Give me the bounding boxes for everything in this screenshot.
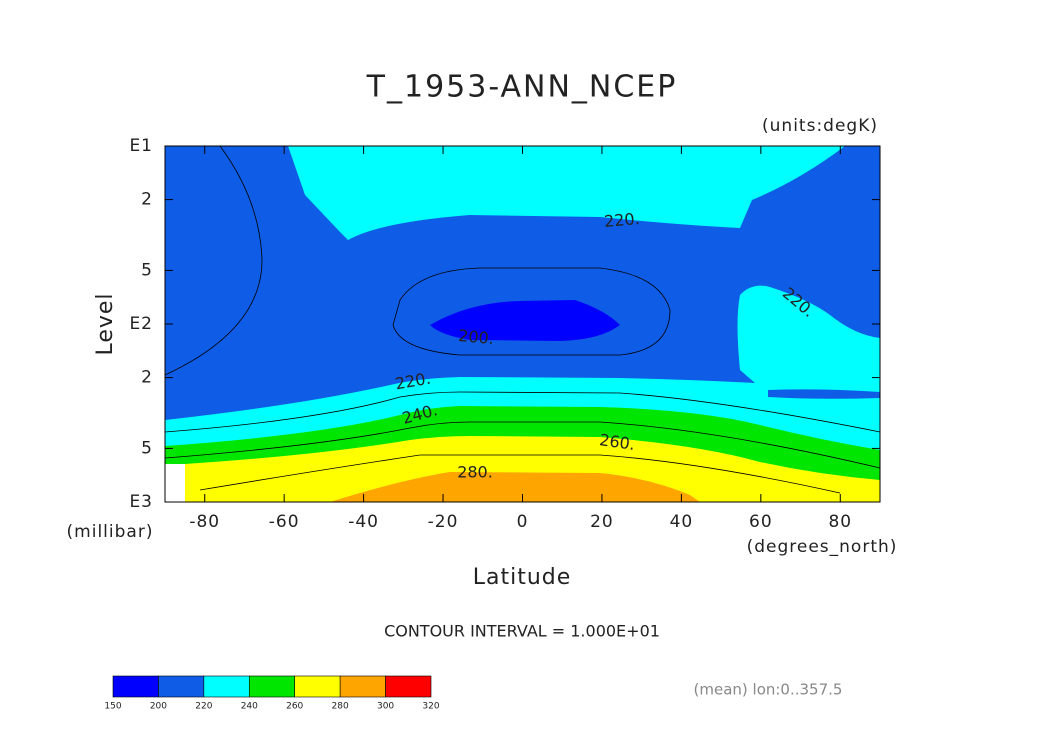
x-tick-label: -40 (348, 512, 379, 532)
y-tick-label: 5 (141, 438, 153, 458)
x-tick-label: -80 (189, 512, 220, 532)
footer-note: (mean) lon:0..357.5 (694, 681, 843, 699)
colorbar-box (158, 675, 205, 698)
y-tick-label: E1 (129, 136, 153, 156)
colorbar-box (385, 675, 432, 698)
colorbar-label: 240 (241, 702, 258, 712)
colorbar-label: 320 (422, 702, 439, 712)
y-tick-label: 2 (141, 190, 153, 210)
contour-label: 200. (458, 326, 495, 348)
region (288, 146, 845, 240)
x-axis-title: Latitude (473, 565, 572, 590)
x-tick-label: 0 (517, 512, 529, 532)
y-axis-title: Level (93, 292, 118, 355)
colorbar-label: 200 (150, 702, 167, 712)
y-tick-label: 5 (141, 260, 153, 280)
contour-label: 260. (598, 430, 636, 454)
region (330, 472, 700, 502)
contour-lines (164, 145, 881, 494)
colorbar-label: 280 (332, 702, 349, 712)
y-tick-label: E3 (129, 492, 153, 512)
colorbar-box (339, 675, 386, 698)
colorbar-label: 300 (377, 702, 394, 712)
colorbar-box (294, 675, 341, 698)
colorbar-box (248, 675, 296, 698)
y-tick-label: 2 (141, 368, 153, 388)
chart-title: T_1953-ANN_NCEP (366, 70, 678, 105)
colorbar-box (112, 675, 159, 698)
missing-region (165, 464, 185, 502)
x-units: (degrees_north) (747, 537, 898, 557)
contour-note: CONTOUR INTERVAL = 1.000E+01 (384, 622, 660, 641)
colorbar-label: 260 (286, 702, 303, 712)
colorbar-label: 150 (104, 702, 121, 712)
x-tick-label: 20 (590, 512, 614, 532)
units-label: (units:degK) (762, 116, 878, 136)
contour-label: 220. (603, 209, 640, 231)
contour-label: 280. (457, 463, 493, 482)
y-tick-label: E2 (129, 314, 153, 334)
x-tick-label: 60 (749, 512, 773, 532)
x-tick-label: 40 (670, 512, 694, 532)
region (768, 389, 880, 399)
colorbar-label: 220 (195, 702, 212, 712)
x-tick-label: -20 (428, 512, 459, 532)
x-tick-label: -60 (269, 512, 300, 532)
x-tick-label: 80 (828, 512, 852, 532)
colorbar-box (203, 675, 250, 698)
y-units: (millibar) (67, 522, 154, 542)
contour-fill (164, 145, 881, 502)
region (430, 300, 620, 341)
